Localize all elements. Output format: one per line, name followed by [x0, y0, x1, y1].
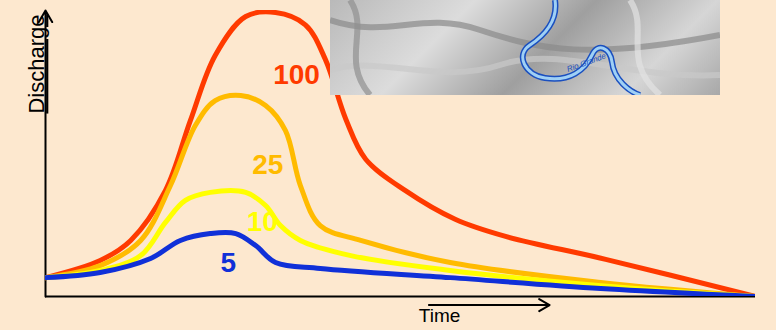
svg-text:Rio Grande: Rio Grande	[566, 51, 608, 74]
svg-text:Discharge: Discharge	[24, 15, 49, 114]
svg-text:100: 100	[273, 59, 320, 90]
svg-text:10: 10	[247, 206, 278, 237]
svg-text:25: 25	[252, 149, 283, 180]
svg-text:Time: Time	[419, 305, 461, 326]
svg-text:5: 5	[220, 247, 236, 278]
